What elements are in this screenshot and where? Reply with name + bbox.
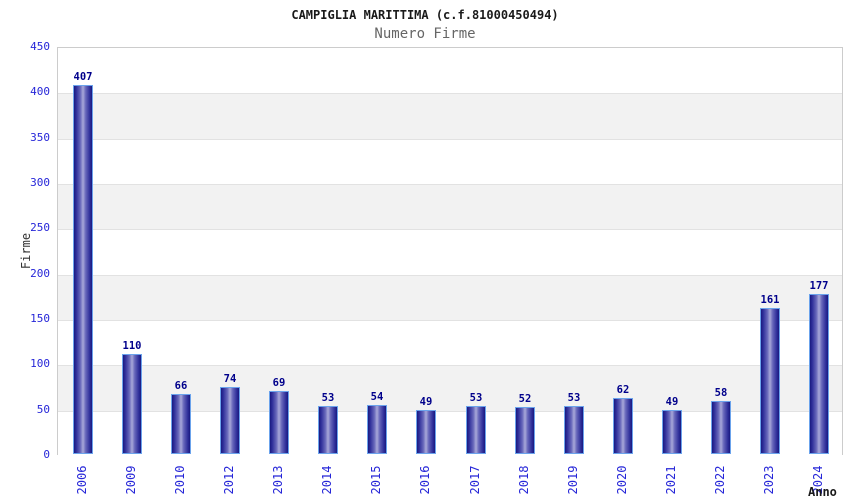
bar-value-label: 49	[419, 396, 433, 408]
bar-2014	[318, 406, 338, 454]
gridline	[58, 320, 842, 321]
plot-band	[58, 184, 842, 230]
bar-value-label: 53	[469, 392, 483, 404]
bar-2009	[122, 354, 142, 454]
bar-2012	[220, 387, 240, 454]
gridline	[58, 365, 842, 366]
bar-value-label: 407	[73, 71, 93, 83]
x-tick-label: 2014	[320, 465, 334, 495]
bar-2017	[466, 406, 486, 454]
x-tick-label: 2020	[615, 465, 629, 495]
plot-band	[58, 93, 842, 139]
y-tick-label: 350	[30, 130, 50, 144]
bar-value-label: 161	[760, 294, 780, 306]
x-tick-label: 2012	[222, 465, 236, 495]
gridline	[58, 275, 842, 276]
bar-value-label: 49	[665, 396, 679, 408]
x-tick-label: 2016	[418, 465, 432, 495]
gridline	[58, 184, 842, 185]
bar-value-label: 110	[122, 340, 142, 352]
x-tick-label: 2022	[713, 465, 727, 495]
bar-2016	[416, 410, 436, 454]
y-tick-label: 250	[30, 221, 50, 235]
bar-2018	[515, 407, 535, 454]
y-axis-title: Firme	[19, 232, 33, 270]
plot-band	[58, 138, 842, 184]
x-tick-label: 2015	[369, 465, 383, 495]
chart-subtitle: Numero Firme	[374, 26, 476, 42]
y-tick-label: 300	[30, 176, 50, 189]
y-tick-label: 400	[30, 85, 50, 99]
plot-band	[58, 320, 842, 366]
x-tick-label: 2010	[173, 465, 187, 495]
x-tick-label: 2021	[664, 465, 678, 495]
gridline	[58, 411, 842, 412]
chart-title: CAMPIGLIA MARITTIMA (c.f.81000450494)	[291, 8, 559, 22]
y-tick-label: 450	[30, 40, 50, 53]
x-tick-label: 2017	[468, 465, 482, 495]
plot-area: 407 110 66 74 69 53 54 49 53 52 53 62 49 58 161 177	[57, 47, 843, 456]
bar-2022	[711, 401, 731, 454]
x-axis-title: Anno	[808, 485, 837, 499]
x-tick-label: 2018	[517, 465, 531, 495]
bar-value-label: 62	[616, 384, 630, 396]
bar-value-label: 66	[174, 380, 188, 392]
x-tick-label: 2006	[75, 465, 89, 495]
x-tick-label: 2009	[124, 465, 138, 495]
bar-2020	[613, 398, 633, 454]
bar-2013	[269, 391, 289, 454]
bar-2010	[171, 394, 191, 454]
y-tick-label: 100	[30, 357, 50, 371]
bar-2015	[367, 405, 387, 454]
y-tick-label: 150	[30, 312, 50, 325]
x-tick-label: 2013	[271, 465, 285, 495]
bar-value-label: 74	[223, 373, 237, 385]
gridline	[58, 93, 842, 94]
bar-2023	[760, 308, 780, 454]
bar-value-label: 53	[567, 392, 581, 404]
plot-band	[58, 48, 842, 94]
bar-2021	[662, 410, 682, 454]
gridline	[58, 229, 842, 230]
bar-value-label: 177	[809, 280, 829, 292]
bar-value-label: 69	[272, 377, 286, 389]
x-tick-label: 2019	[566, 465, 580, 495]
bar-value-label: 54	[370, 391, 384, 403]
plot-band	[58, 229, 842, 275]
bar-value-label: 52	[518, 393, 532, 405]
bar-2019	[564, 406, 584, 454]
y-tick-label: 50	[36, 402, 50, 416]
x-tick-label: 2023	[762, 465, 776, 495]
bar-value-label: 53	[321, 392, 335, 404]
y-tick-label: 200	[30, 266, 50, 280]
y-tick-label: 0	[43, 448, 50, 461]
bar-value-label: 58	[714, 387, 728, 399]
bar-2006	[73, 85, 93, 454]
bar-2024	[809, 294, 829, 454]
plot-band	[58, 274, 842, 320]
gridline	[58, 139, 842, 140]
